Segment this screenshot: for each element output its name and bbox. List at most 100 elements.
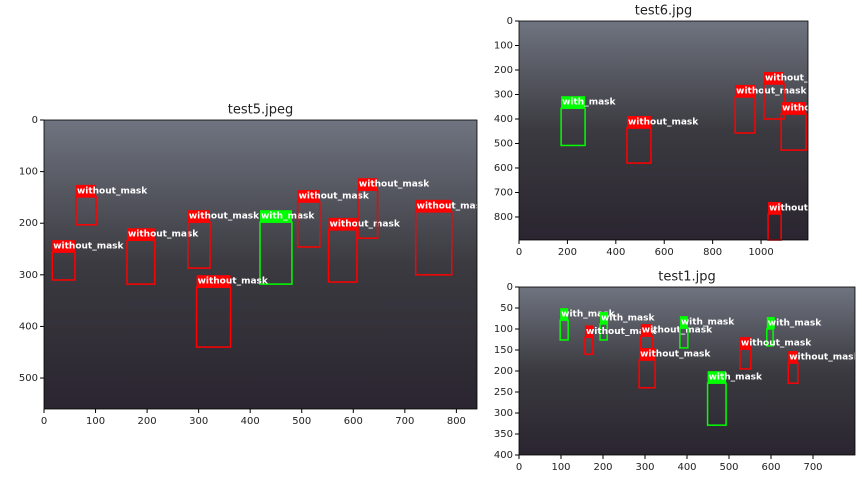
label-background (75, 184, 97, 197)
x-tick-label: 0 (41, 416, 47, 427)
y-tick-label: 400 (19, 321, 38, 332)
detection-label: with_mask (681, 318, 735, 328)
detection-label: without_mask (640, 350, 711, 360)
axes-frame (43, 119, 478, 410)
x-tick-label: 300 (189, 416, 208, 427)
label-background (415, 199, 452, 212)
x-tick-label: 0 (516, 247, 522, 258)
y-tick-label: 300 (494, 408, 513, 419)
detection-label: without_mask (53, 242, 124, 252)
detection-label: without_mask (198, 277, 269, 287)
label-background (584, 325, 593, 338)
label-background (560, 308, 569, 321)
x-tick-label: 200 (138, 416, 157, 427)
x-tick-label: 0 (516, 462, 522, 473)
label-background (196, 275, 231, 288)
y-tick-label: 50 (500, 303, 513, 314)
y-tick-label: 800 (494, 212, 513, 223)
label-background (639, 348, 656, 361)
y-tick-label: 100 (494, 324, 513, 335)
y-tick-label: 700 (494, 187, 513, 198)
detection-label: without_mask (741, 339, 812, 349)
y-tick-label: 200 (19, 218, 38, 229)
label-background (187, 210, 210, 223)
y-tick-label: 0 (32, 115, 38, 126)
detection-label: with_mask (601, 313, 655, 323)
x-tick-label: 200 (593, 462, 612, 473)
y-tick-label: 600 (494, 163, 513, 174)
x-tick-label: 400 (677, 462, 696, 473)
detection-label: with_mask (562, 98, 616, 108)
axes-frame (518, 20, 809, 241)
x-tick-label: 700 (395, 416, 414, 427)
detection-label: without_mask (330, 219, 401, 229)
x-tick-label: 600 (344, 416, 363, 427)
label-background (357, 178, 378, 191)
detection-label: with_mask (561, 310, 615, 320)
detection-label: with_mask (261, 212, 315, 222)
x-tick-label: 400 (241, 416, 260, 427)
label-background (561, 96, 586, 109)
detection-label: without_mask (628, 118, 699, 128)
detection-label: without_mask (736, 86, 807, 96)
detection-label: without_mask (782, 104, 853, 114)
x-tick-label: 300 (635, 462, 654, 473)
label-background (763, 71, 785, 84)
y-tick-label: 200 (494, 65, 513, 76)
detection-label: without_mask (359, 180, 430, 190)
label-background (297, 190, 320, 203)
y-tick-label: 300 (494, 89, 513, 100)
label-background (788, 351, 798, 364)
label-background (735, 84, 755, 97)
y-tick-label: 200 (494, 366, 513, 377)
detection-label: without_mask (189, 212, 260, 222)
detection-label: without_mask (299, 192, 370, 202)
detection-label: without_mask (586, 327, 657, 337)
x-tick-label: 500 (292, 416, 311, 427)
y-tick-label: 0 (507, 16, 513, 27)
x-tick-label: 100 (86, 416, 105, 427)
panel-title: test6.jpg (635, 4, 692, 19)
detection-label: without_mask (128, 230, 199, 240)
x-tick-label: 800 (447, 416, 466, 427)
label-background (707, 371, 727, 384)
y-tick-label: 400 (494, 450, 513, 461)
label-background (679, 316, 688, 329)
detection-label: with_mask (709, 373, 763, 383)
y-tick-label: 300 (19, 270, 38, 281)
label-background (600, 311, 609, 324)
detection-label: without_mask (642, 326, 713, 336)
y-tick-label: 150 (494, 345, 513, 356)
label-background (781, 102, 807, 115)
y-tick-label: 100 (494, 40, 513, 51)
y-tick-label: 500 (19, 373, 38, 384)
image (519, 21, 808, 240)
x-tick-label: 200 (558, 247, 577, 258)
detection-label: without_mask (77, 186, 148, 196)
y-tick-label: 350 (494, 429, 513, 440)
detection-label: without_mask (789, 353, 860, 363)
label-background (739, 337, 751, 350)
detection-label: without_mask (417, 201, 488, 211)
label-background (259, 210, 292, 223)
x-tick-label: 500 (719, 462, 738, 473)
x-tick-label: 100 (551, 462, 570, 473)
x-tick-label: 1000 (748, 247, 773, 258)
y-tick-label: 400 (494, 114, 513, 125)
detection-label: without_mask (765, 73, 836, 83)
x-tick-label: 400 (606, 247, 625, 258)
label-background (768, 202, 782, 215)
label-background (626, 116, 651, 129)
y-tick-label: 250 (494, 387, 513, 398)
label-background (328, 217, 357, 230)
y-tick-label: 0 (507, 282, 513, 293)
y-tick-label: 100 (19, 167, 38, 178)
label-background (52, 240, 75, 253)
x-tick-label: 700 (803, 462, 822, 473)
x-tick-label: 600 (761, 462, 780, 473)
panel-title: test1.jpg (658, 270, 715, 285)
x-tick-label: 600 (655, 247, 674, 258)
panel-title: test5.jpeg (228, 103, 293, 118)
detection-label: without_mask (769, 204, 840, 214)
